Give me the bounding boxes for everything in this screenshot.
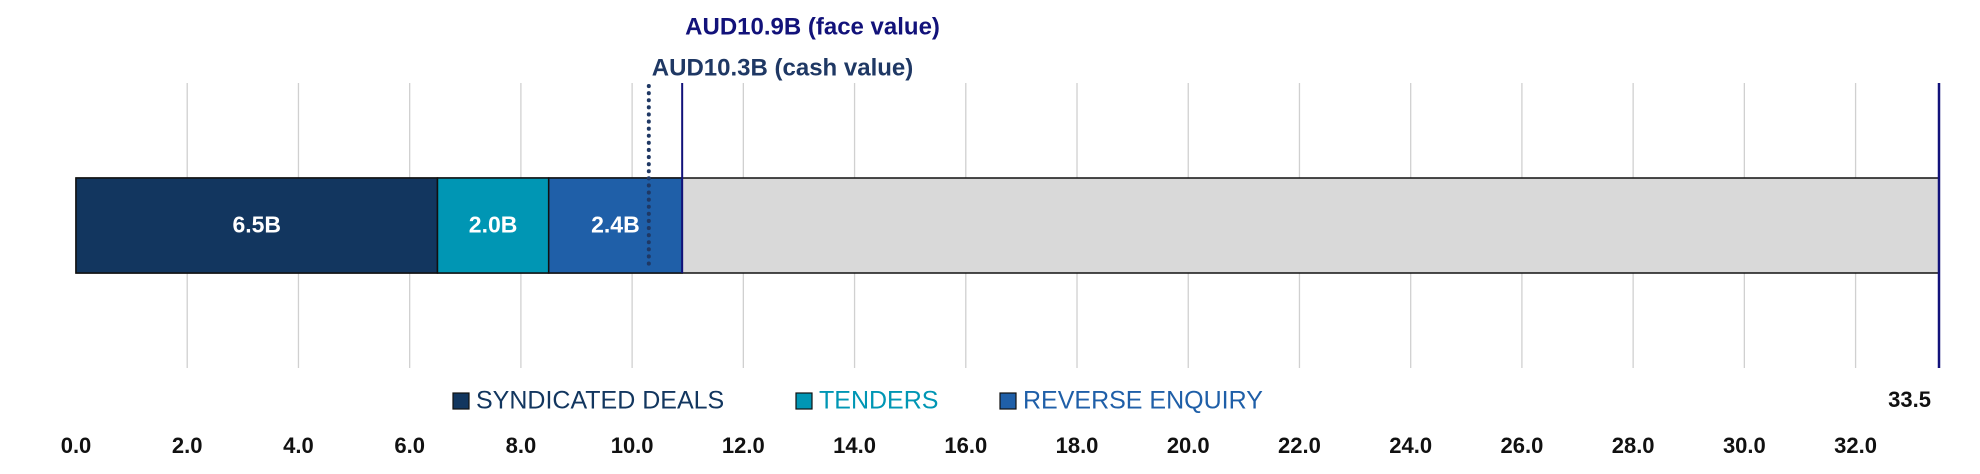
data-label: 2.0B — [469, 212, 518, 238]
data-label: 6.5B — [232, 212, 281, 238]
legend-label: REVERSE ENQUIRY — [1023, 387, 1263, 415]
x-tick-label: 4.0 — [283, 433, 314, 458]
bar-segment — [436, 177, 550, 274]
x-tick-label: 2.0 — [172, 433, 203, 458]
x-tick-label: 16.0 — [944, 433, 987, 458]
x-tick-label: 20.0 — [1167, 433, 1210, 458]
legend-swatch — [999, 392, 1017, 410]
legend-swatch — [795, 392, 813, 410]
legend-label: TENDERS — [819, 387, 938, 415]
legend-label: SYNDICATED DEALS — [476, 387, 724, 415]
target-label: 33.5 — [1888, 387, 1931, 412]
x-tick-label: 32.0 — [1834, 433, 1877, 458]
legend-swatch — [452, 392, 470, 410]
x-tick-label: 18.0 — [1056, 433, 1099, 458]
x-tick-label: 28.0 — [1612, 433, 1655, 458]
x-tick-label: 12.0 — [722, 433, 765, 458]
x-tick-label: 0.0 — [61, 433, 92, 458]
x-tick-label: 22.0 — [1278, 433, 1321, 458]
x-tick-label: 10.0 — [611, 433, 654, 458]
annotation-label: AUD10.3B (cash value) — [652, 54, 913, 81]
x-tick-label: 6.0 — [394, 433, 425, 458]
x-tick-label: 14.0 — [833, 433, 876, 458]
bar-segment — [75, 177, 439, 274]
x-tick-label: 26.0 — [1500, 433, 1543, 458]
x-tick-label: 24.0 — [1389, 433, 1432, 458]
data-label: 2.4B — [591, 212, 640, 238]
x-tick-label: 30.0 — [1723, 433, 1766, 458]
x-tick-label: 8.0 — [506, 433, 537, 458]
annotation-label: AUD10.9B (face value) — [685, 13, 940, 40]
